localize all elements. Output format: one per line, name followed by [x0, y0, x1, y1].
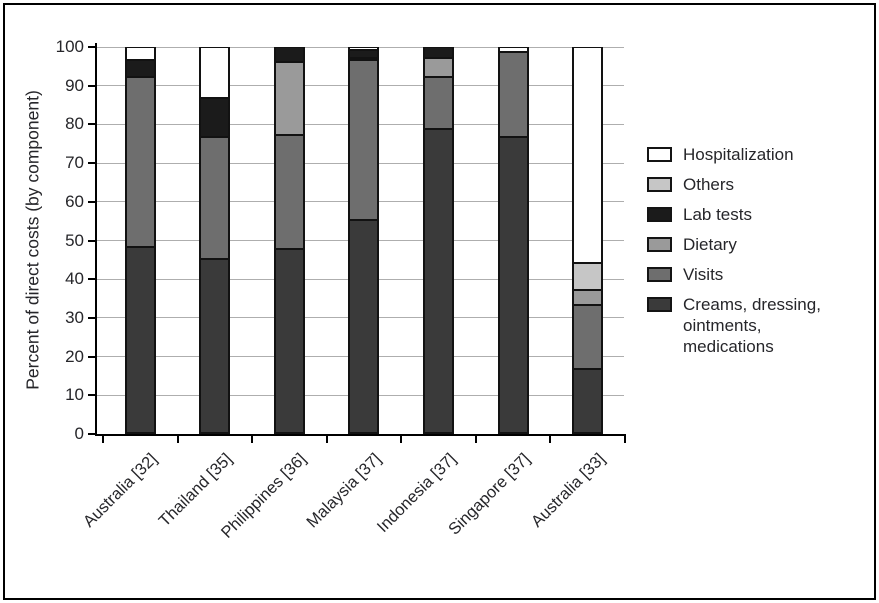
bar-thailand-35: [199, 47, 231, 434]
bar-philippines-36: [273, 47, 305, 434]
y-tick-10: [88, 394, 95, 397]
bar-segment: [498, 51, 528, 137]
y-tick-40: [88, 278, 95, 281]
y-tick-70: [88, 162, 95, 165]
bar-australia-32: [124, 47, 156, 434]
x-tick-0: [101, 436, 104, 443]
legend-swatch-icon: [647, 177, 672, 192]
y-tick-80: [88, 123, 95, 126]
y-tick-100: [88, 46, 95, 48]
y-tick-20: [88, 355, 95, 358]
y-tick-label-80: 80: [65, 114, 84, 134]
bar-segment: [573, 305, 603, 370]
bar-segment: [424, 57, 454, 77]
legend-swatch-icon: [647, 147, 672, 162]
legend-item-dietary: Dietary: [647, 234, 862, 255]
bar-malaysia-37: [348, 47, 380, 434]
bar-segment: [349, 48, 379, 50]
y-tick-label-60: 60: [65, 191, 84, 211]
y-tick-label-30: 30: [65, 307, 84, 327]
figure-border: [3, 3, 876, 600]
legend-item-lab-tests: Lab tests: [647, 204, 862, 225]
bar-segment: [274, 135, 304, 250]
bar-segment: [125, 247, 155, 433]
bar-segment: [498, 48, 528, 52]
bar-segment: [424, 48, 454, 58]
y-tick-label-70: 70: [65, 153, 84, 173]
bar-segment: [424, 76, 454, 130]
x-tick-1: [176, 436, 179, 443]
y-tick-label-20: 20: [65, 346, 84, 366]
x-tick-5: [474, 436, 477, 443]
bar-indonesia-37: [423, 47, 455, 434]
y-axis-line: [95, 43, 97, 436]
y-tick-90: [88, 84, 95, 87]
bar-segment: [573, 48, 603, 263]
legend-swatch-icon: [647, 297, 672, 312]
legend-item-others: Others: [647, 174, 862, 195]
bar-segment: [274, 48, 304, 62]
y-tick-label-10: 10: [65, 385, 84, 405]
x-tick-6: [549, 436, 552, 443]
y-tick-label-0: 0: [74, 424, 84, 443]
plot-area: [97, 46, 624, 434]
y-tick-label-40: 40: [65, 269, 84, 289]
legend-label: Hospitalization: [683, 145, 794, 164]
legend-label: Others: [683, 175, 735, 194]
legend-label: Lab tests: [683, 205, 752, 224]
bar-segment: [200, 258, 230, 433]
bar-segment: [200, 98, 230, 137]
x-tick-4: [400, 436, 403, 443]
x-tick-3: [325, 436, 328, 443]
legend-item-creams-dressing-ointments-medications: Creams, dressing, ointments, medications: [647, 294, 862, 357]
y-tick-label-100: 100: [55, 37, 84, 56]
y-tick-label-90: 90: [65, 75, 84, 95]
legend-swatch-icon: [647, 237, 672, 252]
legend-item-visits: Visits: [647, 264, 862, 285]
legend-item-hospitalization: Hospitalization: [647, 144, 862, 165]
x-tick-2: [251, 436, 254, 443]
y-tick-30: [88, 316, 95, 319]
legend-label: Visits: [683, 265, 724, 284]
y-tick-60: [88, 200, 95, 203]
bar-segment: [573, 262, 603, 290]
bar-segment: [125, 59, 155, 77]
bar-segment: [125, 76, 155, 248]
y-tick-0: [88, 433, 95, 435]
legend-swatch-icon: [647, 267, 672, 282]
bar-segment: [349, 59, 379, 221]
bar-segment: [125, 48, 155, 60]
legend: Hospitalization Others Lab tests Dietary Vis…: [647, 144, 862, 366]
bar-segment: [274, 249, 304, 433]
bar-segment: [573, 369, 603, 433]
x-axis-line: [95, 434, 626, 436]
bar-segment: [349, 49, 379, 58]
bar-segment: [200, 136, 230, 259]
bar-singapore-37: [497, 47, 529, 434]
legend-label: Dietary: [683, 235, 737, 254]
x-tick-7: [623, 436, 626, 443]
legend-label: Creams, dressing, ointments, medications: [683, 295, 821, 356]
bar-segment: [274, 61, 304, 136]
y-tick-label-50: 50: [65, 230, 84, 250]
y-axis-title: Percent of direct costs (by component): [22, 90, 43, 390]
bar-segment: [573, 289, 603, 306]
legend-swatch-icon: [647, 207, 672, 222]
bar-segment: [498, 136, 528, 433]
bar-segment: [200, 48, 230, 99]
bar-australia-33: [572, 47, 604, 434]
y-tick-50: [88, 239, 95, 242]
bar-segment: [349, 220, 379, 433]
bar-segment: [349, 57, 379, 60]
bar-segment: [424, 129, 454, 433]
